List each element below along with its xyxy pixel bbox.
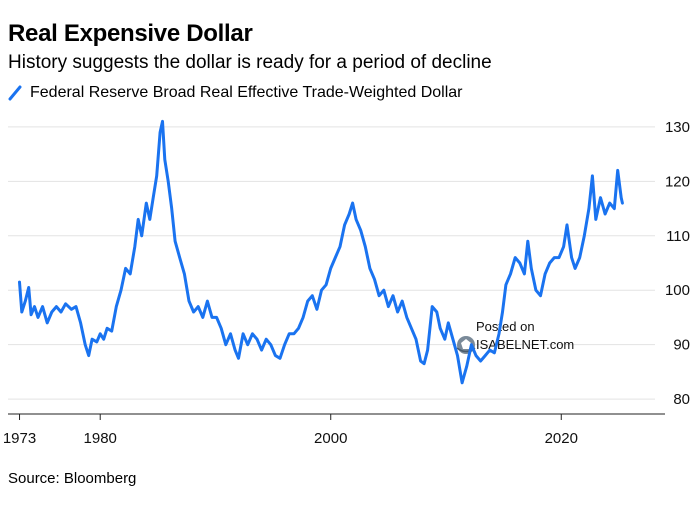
y-tick-label-110: 110	[666, 228, 690, 245]
y-axis-labels: 80 90 100 110 120 130	[665, 119, 690, 408]
series-line-0	[18, 119, 624, 385]
chart-subtitle: History suggests the dollar is ready for…	[8, 52, 492, 73]
x-tick-label-1973: 1973	[3, 430, 36, 447]
x-tick-label-2020: 2020	[545, 430, 578, 447]
chart-title: Real Expensive Dollar	[8, 20, 253, 47]
x-tick-label-1980: 1980	[84, 430, 117, 447]
y-tick-label-100: 100	[665, 282, 690, 299]
x-tick-label-2000: 2000	[314, 430, 347, 447]
legend-swatch	[8, 85, 22, 101]
y-tick-label-120: 120	[665, 173, 690, 190]
x-axis-labels: 1973 1980 2000 2020	[3, 430, 578, 447]
x-axis	[8, 413, 665, 420]
y-tick-label-130: 130	[665, 119, 690, 136]
y-tick-label-80: 80	[673, 391, 690, 408]
y-tick-label-90: 90	[673, 337, 690, 354]
watermark: Posted on ISABELNET.com	[456, 319, 574, 354]
source-note: Source: Bloomberg	[8, 470, 137, 487]
legend: Federal Reserve Broad Real Effective Tra…	[8, 84, 463, 102]
series-group	[18, 119, 624, 385]
watermark-line2: ISABELNET.com	[476, 337, 574, 352]
gridlines	[8, 126, 655, 400]
legend-label: Federal Reserve Broad Real Effective Tra…	[30, 84, 463, 101]
watermark-line1: Posted on	[476, 319, 535, 334]
